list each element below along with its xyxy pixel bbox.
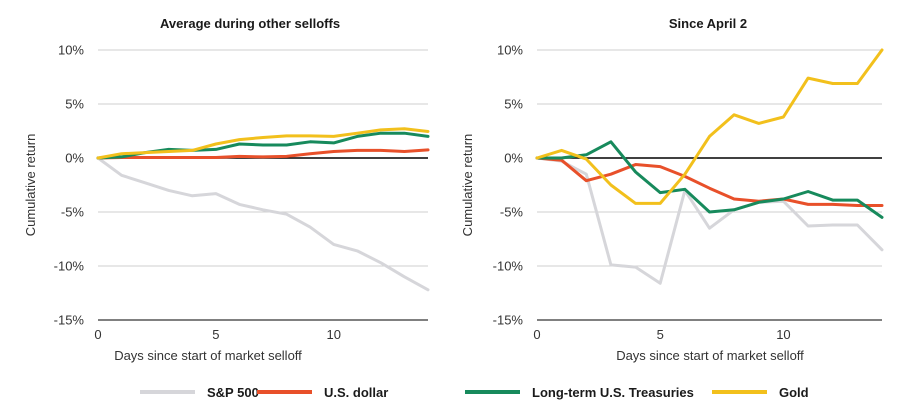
y-tick-label: -5% — [500, 205, 524, 220]
series-line-u-s-dollar — [96, 148, 430, 160]
y-tick-label: -5% — [61, 205, 85, 220]
series-line-s-p-500 — [96, 156, 430, 292]
series-line-gold — [535, 48, 884, 205]
y-tick-label: 10% — [497, 43, 523, 58]
y-tick-label: 10% — [58, 43, 84, 58]
right-chart: Since April 2 -15% -10% -5% 0% 5% 10% 0 5 10 Days … — [460, 16, 884, 363]
legend-label: Gold — [779, 385, 809, 400]
x-tick-label: 0 — [94, 327, 101, 342]
y-tick-label: 5% — [65, 97, 84, 112]
x-tick-label: 10 — [776, 327, 790, 342]
y-tick-label: 0% — [65, 151, 84, 166]
y-tick-label: -10% — [54, 259, 85, 274]
left-chart: Average during other selloffs -15% -10% -5%… — [23, 16, 430, 363]
x-tick-label: 5 — [212, 327, 219, 342]
series-line-gold — [96, 127, 430, 160]
x-tick-label: 10 — [326, 327, 340, 342]
y-axis-label: Cumulative return — [23, 134, 38, 237]
chart-title: Average during other selloffs — [160, 16, 340, 31]
y-tick-label: 0% — [504, 151, 523, 166]
series-line-long-term-u-s-treasuries — [535, 140, 884, 219]
legend-label: Long-term U.S. Treasuries — [532, 385, 694, 400]
series-line-s-p-500 — [535, 156, 884, 285]
series-line-u-s-dollar — [535, 156, 884, 207]
x-axis-label: Days since start of market selloff — [114, 348, 302, 363]
x-tick-label: 5 — [657, 327, 664, 342]
y-tick-label: -10% — [493, 259, 524, 274]
legend-label: U.S. dollar — [324, 385, 388, 400]
x-axis-label: Days since start of market selloff — [616, 348, 804, 363]
y-tick-label: 5% — [504, 97, 523, 112]
x-tick-label: 0 — [533, 327, 540, 342]
y-axis-label: Cumulative return — [460, 134, 475, 237]
y-tick-label: -15% — [493, 313, 524, 328]
legend-label: S&P 500 — [207, 385, 259, 400]
legend: S&P 500 U.S. dollar Long-term U.S. Treasur… — [140, 385, 809, 400]
y-tick-label: -15% — [54, 313, 85, 328]
chart-title: Since April 2 — [669, 16, 747, 31]
